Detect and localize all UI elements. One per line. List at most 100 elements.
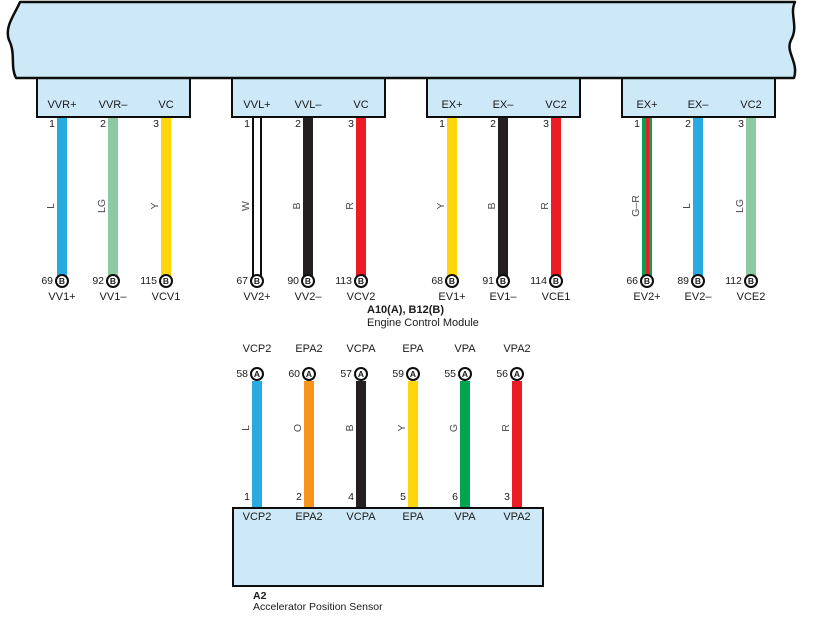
pin-number: 5: [400, 491, 406, 503]
ecm-pin-number: 89: [677, 275, 689, 287]
terminal-label: VPA: [454, 511, 476, 523]
wire-color-label: Y: [435, 202, 447, 210]
ecm-pin-number: 91: [482, 275, 494, 287]
wire-color-label: G–R: [630, 195, 642, 217]
ecm-terminal-label: EV1+: [438, 291, 466, 303]
pin-number: 2: [296, 491, 302, 503]
wire: [512, 381, 522, 507]
wire: [746, 118, 756, 276]
ecm-terminal-label: EV1–: [489, 291, 517, 303]
terminal-label: EPA: [402, 511, 424, 523]
pin-number: 2: [295, 118, 301, 130]
ecm-terminal-label: VV1+: [48, 291, 76, 303]
ecm-terminal-label: EV2–: [684, 291, 712, 303]
pin-number: 3: [504, 491, 510, 503]
ecm-name: Engine Control Module: [367, 317, 479, 329]
terminal-label: EX+: [441, 99, 463, 111]
wire-green-red: [642, 118, 652, 276]
connector-circle: B: [691, 274, 705, 288]
wire: [304, 381, 314, 507]
terminal-label: VVR+: [47, 99, 77, 111]
ecm-band: [6, 0, 797, 80]
sensor-name: Accelerator Position Sensor: [253, 601, 383, 613]
connector-circle: B: [250, 274, 264, 288]
ecm-terminal-label: VCPA: [346, 343, 376, 355]
terminal-label: VVL–: [294, 99, 322, 111]
connector-circle: B: [159, 274, 173, 288]
connector-circle: B: [496, 274, 510, 288]
wire-color-label: LG: [96, 199, 108, 214]
wire-color-label: L: [240, 425, 252, 431]
terminal-label: EX–: [492, 99, 514, 111]
ecm-pin-number: 66: [626, 275, 638, 287]
wire: [460, 381, 470, 507]
pin-number: 3: [738, 118, 744, 130]
wire: [447, 118, 457, 276]
pin-number: 1: [439, 118, 445, 130]
terminal-label: VC2: [740, 99, 762, 111]
ecm-terminal-label: VV2+: [243, 291, 271, 303]
ecm-pin-number: 92: [92, 275, 104, 287]
connector-circle: B: [106, 274, 120, 288]
ecm-pin-number: 114: [530, 275, 547, 287]
ecm-pin-number: 55: [444, 368, 456, 380]
ecm-terminal-label: EPA2: [295, 343, 323, 355]
pin-number: 4: [348, 491, 354, 503]
wire: [498, 118, 508, 276]
ecm-terminal-label: VPA2: [503, 343, 531, 355]
pin-number: 6: [452, 491, 458, 503]
terminal-label: VC: [353, 99, 369, 111]
terminal-label: VVL+: [243, 99, 271, 111]
wire: [303, 118, 313, 276]
ecm-band-shape: [6, 0, 797, 80]
terminal-label: VC: [158, 99, 174, 111]
ecm-pin-number: 68: [431, 275, 443, 287]
sensor-header-a2: A2 Accelerator Position Sensor: [253, 591, 383, 613]
ecm-terminal-label: VCV1: [151, 291, 181, 303]
connector-circle: A: [458, 367, 472, 381]
connector-circle: B: [354, 274, 368, 288]
ecm-terminal-label: VCE1: [541, 291, 571, 303]
connector-circle: A: [510, 367, 524, 381]
wire: [252, 118, 262, 276]
ecm-terminal-label: EPA: [402, 343, 424, 355]
wire-color-label: B: [344, 424, 356, 432]
wire: [408, 381, 418, 507]
ecm-pin-number: 56: [496, 368, 508, 380]
connector-circle: B: [55, 274, 69, 288]
ecm-pin-number: 113: [335, 275, 352, 287]
wire: [356, 118, 366, 276]
wire: [356, 381, 366, 507]
wire-color-label: W: [240, 201, 252, 211]
ecm-pin-number: 115: [140, 275, 157, 287]
ecm-pin-number: 90: [287, 275, 299, 287]
connector-circle: B: [549, 274, 563, 288]
ecm-terminal-label: VV2–: [294, 291, 322, 303]
ecm-terminal-label: VCV2: [346, 291, 376, 303]
pin-number: 2: [100, 118, 106, 130]
wire: [551, 118, 561, 276]
wire-color-label: R: [500, 424, 512, 432]
wire-color-label: L: [45, 203, 57, 209]
terminal-label: VCP2: [242, 511, 272, 523]
pin-number: 1: [244, 118, 250, 130]
wire-stripe: [645, 118, 649, 276]
connector-circle: B: [301, 274, 315, 288]
connector-circle: B: [445, 274, 459, 288]
ecm-terminal-label: EV2+: [633, 291, 661, 303]
terminal-label: VVR–: [98, 99, 128, 111]
ecm-pin-number: 60: [288, 368, 300, 380]
pin-number: 3: [153, 118, 159, 130]
wire-color-label: B: [291, 202, 303, 210]
pin-number: 2: [685, 118, 691, 130]
wire-color-label: R: [539, 202, 551, 210]
connector-circle: B: [744, 274, 758, 288]
ecm-code: A10(A), B12(B): [367, 304, 445, 316]
ecm-pin-number: 58: [236, 368, 248, 380]
wire-color-label: R: [344, 202, 356, 210]
connector-circle: A: [302, 367, 316, 381]
wire-color-label: LG: [734, 199, 746, 214]
pin-number: 3: [543, 118, 549, 130]
wire-color-label: O: [292, 423, 304, 433]
